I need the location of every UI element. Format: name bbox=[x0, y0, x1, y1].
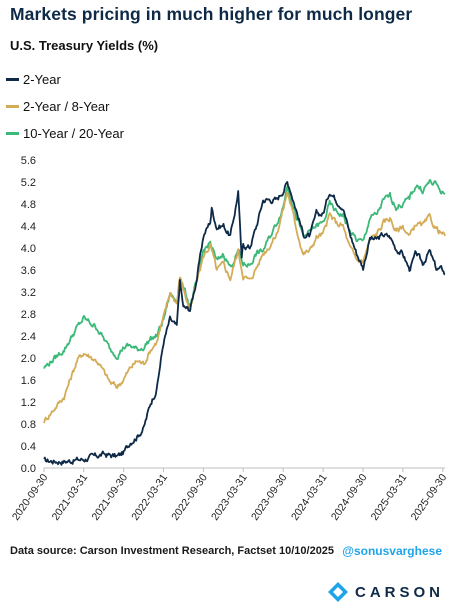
x-tick-label: 2021-03-31 bbox=[50, 472, 91, 523]
legend-item-2-year: 2-Year bbox=[6, 66, 124, 93]
author-handle: @sonusvarghese bbox=[342, 544, 442, 558]
carson-logo-text: CARSON bbox=[354, 583, 444, 601]
series-line-2-year bbox=[43, 181, 446, 466]
y-tick-label: 2.8 bbox=[21, 309, 36, 321]
x-tick-label: 2020-09-30 bbox=[10, 472, 51, 523]
line-chart: 0.0 0.4 0.8 1.2 1.6 2.0 2.4 2.8 3.2 3.6 4.0 4.4 4.8 5… bbox=[10, 155, 450, 523]
legend-swatch-10-year-20-year bbox=[6, 132, 19, 135]
y-tick-label: 2.0 bbox=[21, 353, 36, 365]
legend-label-10-year-20-year: 10-Year / 20-Year bbox=[23, 126, 124, 141]
y-tick-label: 1.6 bbox=[21, 375, 36, 387]
legend-item-2-year-8-year: 2-Year / 8-Year bbox=[6, 93, 124, 120]
x-tick-label: 2022-03-31 bbox=[129, 472, 170, 523]
carson-logo-icon bbox=[327, 582, 348, 602]
legend-swatch-2-year-8-year bbox=[6, 105, 19, 108]
x-tick-label: 2021-09-30 bbox=[90, 472, 131, 523]
y-tick-label: 4.8 bbox=[21, 199, 36, 211]
x-tick-label: 2025-09-30 bbox=[409, 472, 450, 523]
chart-subtitle: U.S. Treasury Yields (%) bbox=[10, 38, 159, 53]
y-tick-label: 4.4 bbox=[21, 221, 36, 233]
data-source-note: Data source: Carson Investment Research,… bbox=[10, 545, 335, 557]
x-tick-label: 2023-09-30 bbox=[249, 472, 290, 523]
legend-label-2-year-8-year: 2-Year / 8-Year bbox=[23, 99, 110, 114]
y-tick-label: 3.2 bbox=[21, 287, 36, 299]
chart-title: Markets pricing in much higher for much … bbox=[10, 4, 413, 24]
legend-swatch-2-year bbox=[6, 78, 19, 81]
y-tick-label: 0.4 bbox=[21, 441, 36, 453]
y-tick-label: 2.4 bbox=[21, 331, 36, 343]
series-line-10-year-20-year bbox=[43, 179, 446, 369]
y-tick-label: 0.8 bbox=[21, 419, 36, 431]
x-tick-label: 2022-09-30 bbox=[169, 472, 210, 523]
y-tick-label: 1.2 bbox=[21, 397, 36, 409]
x-tick-label: 2023-03-31 bbox=[209, 472, 250, 523]
y-tick-label: 4.0 bbox=[21, 243, 36, 255]
y-tick-label: 5.2 bbox=[21, 177, 36, 189]
x-tick-label: 2025-03-31 bbox=[369, 472, 410, 523]
x-tick-label: 2024-09-30 bbox=[329, 472, 370, 523]
y-tick-label: 5.6 bbox=[21, 155, 36, 167]
legend-label-2-year: 2-Year bbox=[23, 72, 61, 87]
series-line-2-year-8-year bbox=[43, 191, 446, 424]
x-tick-label: 2024-03-31 bbox=[289, 472, 330, 523]
y-tick-label: 3.6 bbox=[21, 265, 36, 277]
y-tick-label: 0.0 bbox=[21, 463, 36, 475]
carson-logo: CARSON bbox=[327, 581, 444, 603]
legend-item-10-year-20-year: 10-Year / 20-Year bbox=[6, 120, 124, 147]
legend: 2-Year 2-Year / 8-Year 10-Year / 20-Year bbox=[6, 66, 124, 147]
